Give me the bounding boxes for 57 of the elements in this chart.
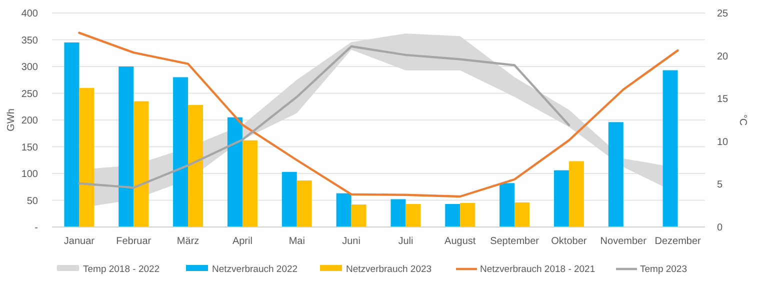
bar [282, 172, 297, 227]
x-tick-label: Mai [288, 236, 305, 247]
bar [406, 204, 421, 227]
bar [242, 140, 258, 227]
y2-axis-title: °C [737, 114, 748, 126]
y-tick-label: 300 [21, 62, 38, 73]
legend-label: Temp 2023 [640, 264, 688, 275]
bar [608, 122, 624, 227]
x-tick-label: Oktober [551, 236, 588, 247]
bar [460, 202, 476, 227]
bar [514, 202, 530, 227]
bar [79, 88, 94, 227]
bar [173, 77, 188, 227]
legend-label: Netzverbrauch 2018 - 2021 [480, 264, 596, 275]
bar [445, 204, 460, 227]
y-tick-label: - [34, 222, 38, 234]
legend-label: Netzverbrauch 2022 [212, 264, 298, 275]
line-series [78, 45, 570, 189]
x-tick-label: November [600, 236, 648, 247]
bar [118, 66, 134, 227]
y-tick-label: 150 [21, 142, 38, 154]
y-tick-label: 200 [21, 116, 38, 126]
x-tick-label: Juni [342, 236, 360, 247]
bar [500, 183, 515, 227]
bar [554, 170, 569, 227]
y-tick-label: 50 [26, 196, 38, 207]
x-tick-label: Februar [116, 236, 152, 247]
bar [296, 180, 312, 227]
x-tick-label: Juli [398, 236, 414, 247]
y-tick-label: 250 [21, 88, 38, 100]
y2-tick-label: 5 [717, 180, 723, 191]
x-tick-label: Januar [64, 236, 96, 247]
legend-label: Temp 2018 - 2022 [83, 264, 160, 275]
bar [662, 70, 678, 227]
bar [64, 42, 80, 227]
y-axis-title: GWh [6, 108, 17, 132]
y-tick-label: 100 [21, 169, 38, 180]
x-tick-label: April [232, 236, 252, 247]
y2-tick-label: 25 [717, 8, 729, 20]
bar [568, 161, 584, 227]
y-tick-label: 400 [21, 8, 38, 20]
x-tick-label: Dezember [654, 236, 702, 247]
bar [351, 204, 366, 227]
bar [227, 117, 242, 227]
bar [134, 101, 149, 227]
x-tick-label: August [444, 236, 476, 247]
y2-tick-label: 20 [717, 51, 729, 62]
legend-label: Netzverbrauch 2023 [346, 264, 432, 275]
bar [188, 105, 204, 227]
bar [390, 199, 406, 227]
x-tick-label: März [176, 236, 200, 247]
y2-tick-label: 10 [717, 136, 729, 148]
y2-tick-label: 0 [717, 222, 723, 234]
y-tick-label: 350 [21, 35, 38, 46]
x-tick-label: September [490, 236, 540, 247]
y2-tick-label: 15 [717, 94, 729, 106]
bar [336, 193, 352, 227]
